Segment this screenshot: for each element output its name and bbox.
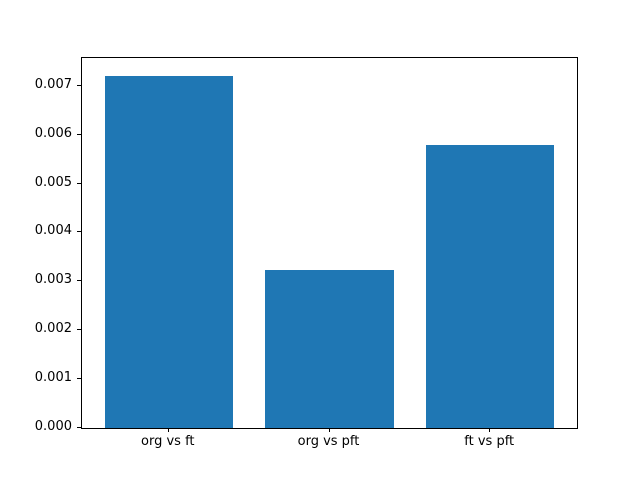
x-tick-label-org-vs-ft: org vs ft <box>141 434 195 449</box>
x-tick-mark <box>328 428 330 432</box>
x-tick-label-ft-vs-pft: ft vs pft <box>464 434 515 449</box>
bar-org-vs-ft <box>104 75 234 428</box>
x-tick-mark <box>489 428 491 432</box>
y-tick-label: 0.000 <box>34 419 72 434</box>
y-tick-mark <box>77 329 81 331</box>
bar-ft-vs-pft <box>425 144 555 428</box>
y-tick-mark <box>77 182 81 184</box>
y-tick-label: 0.005 <box>34 174 72 190</box>
y-tick-mark <box>77 378 81 380</box>
y-tick-label: 0.003 <box>34 272 72 288</box>
plot-area <box>81 57 578 429</box>
x-tick-label-org-vs-pft: org vs pft <box>297 434 360 449</box>
y-tick-mark <box>77 427 81 428</box>
bar-org-vs-pft <box>265 270 394 428</box>
y-tick-label: 0.006 <box>34 125 72 141</box>
y-tick-mark <box>77 231 81 233</box>
y-tick-label: 0.004 <box>34 223 72 239</box>
y-tick-mark <box>77 280 81 282</box>
x-tick-mark <box>167 428 169 432</box>
y-tick-label: 0.007 <box>34 76 72 92</box>
y-tick-mark <box>77 84 81 86</box>
y-tick-label: 0.002 <box>34 321 72 337</box>
y-tick-label: 0.001 <box>34 370 72 386</box>
y-tick-mark <box>77 133 81 135</box>
